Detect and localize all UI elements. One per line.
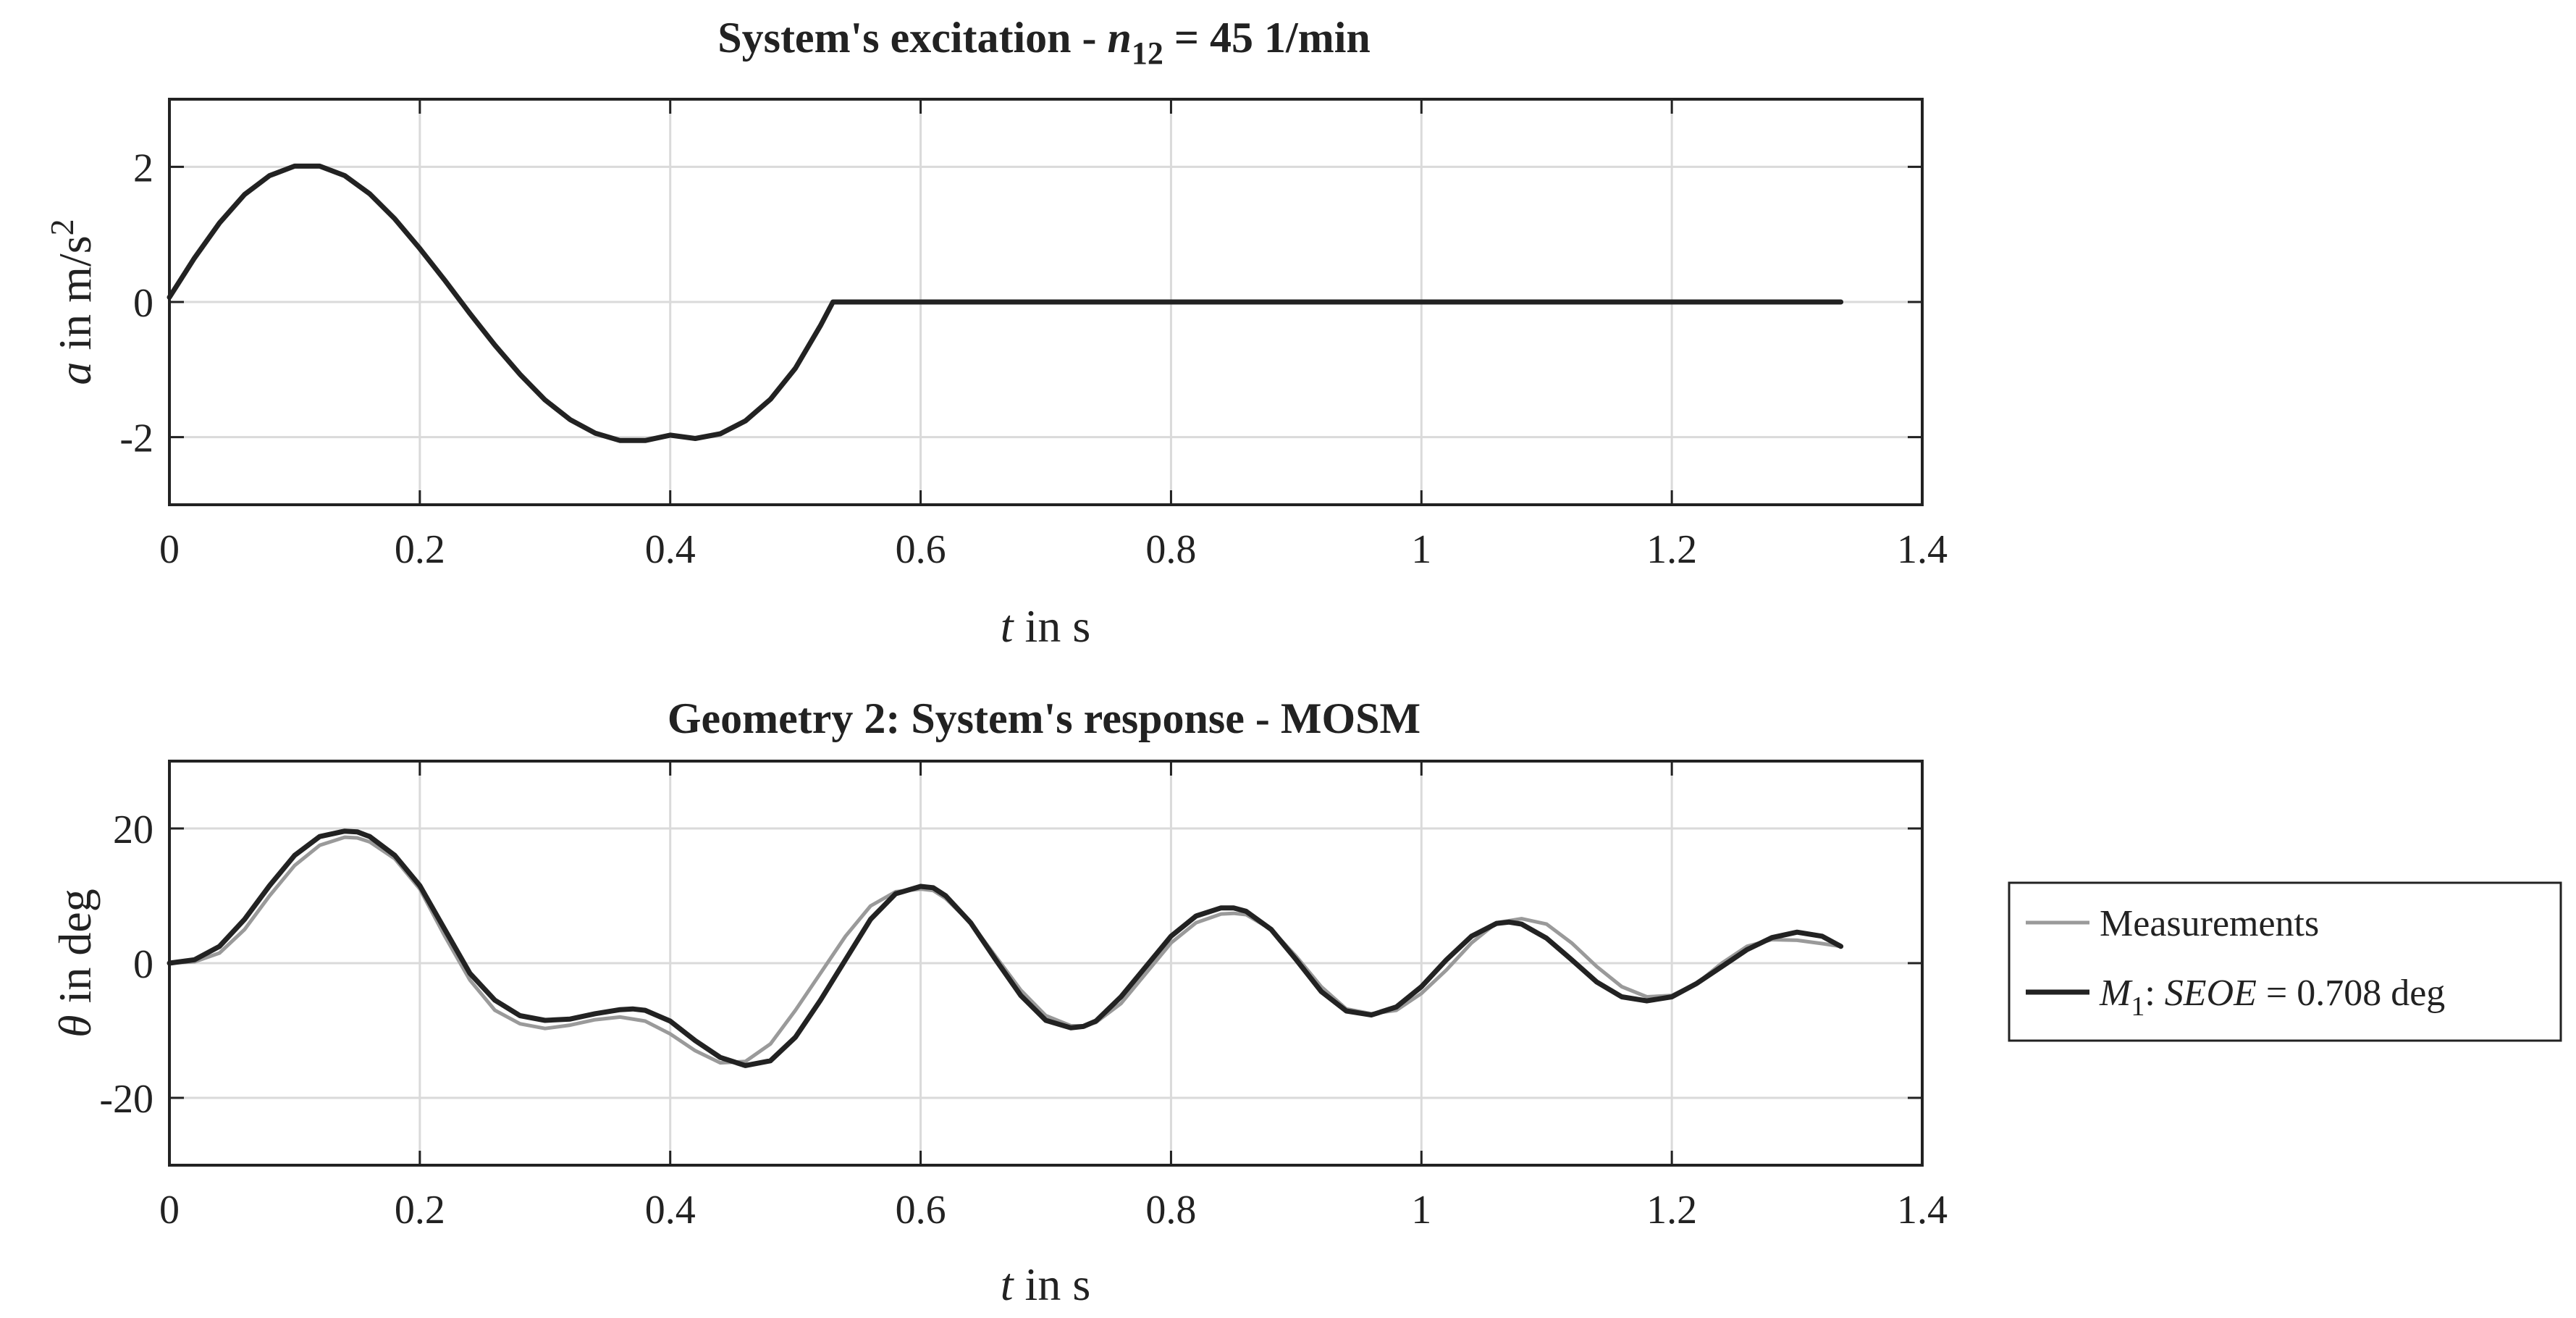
y-tick-label: 2 [133,146,153,190]
y-axis-label: θ in deg [49,889,101,1038]
y-axis-label: a in m/s2 [43,219,101,385]
y-tick-label: 0 [133,942,153,987]
x-tick-label: 0.2 [395,527,445,572]
x-tick-label: 0.8 [1145,1188,1196,1233]
x-tick-label: 1.4 [1897,527,1948,572]
series [167,828,1844,1068]
legend-label-model: M1: SEOE = 0.708 deg [2099,973,2445,1022]
chart-title: System's excitation - n12 = 45 1/min [717,14,1371,71]
y-tick-label: 20 [113,807,153,852]
ticks [168,761,1924,1165]
x-tick-label: 1.2 [1646,527,1697,572]
x-tick-label: 0.6 [896,527,946,572]
x-tick-label: 0.8 [1145,527,1196,572]
y-tick-label: -2 [119,416,153,461]
series-line-excitation [167,163,1844,443]
series [167,163,1844,443]
y-tick-label: 0 [133,281,153,326]
x-axis-label: t in s [1001,600,1090,652]
y-tick-label: -20 [99,1077,153,1122]
x-tick-label: 0 [159,1188,180,1233]
legend-label-measurements: Measurements [2100,903,2319,944]
x-tick-label: 0.4 [645,1188,696,1233]
ticks [168,99,1924,505]
x-tick-label: 0.4 [645,527,696,572]
x-tick-label: 0.2 [395,1188,445,1233]
excitation-chart: System's excitation - n12 = 45 1/min 0 0.… [43,14,1948,652]
legend: Measurements M1: SEOE = 0.708 deg [2008,881,2562,1042]
x-tick-label: 0.6 [896,1188,946,1233]
x-axis-label: t in s [1001,1259,1090,1310]
chart-title: Geometry 2: System's response - MOSM [668,694,1420,742]
x-tick-label: 1 [1411,527,1431,572]
x-tick-label: 1.4 [1897,1188,1948,1233]
tick-labels: 0 0.2 0.4 0.6 0.8 1 1.2 1.4 -20 0 20 [99,807,1948,1233]
series-line-model [167,828,1844,1068]
grid [169,761,1922,1165]
tick-labels: 0 0.2 0.4 0.6 0.8 1 1.2 1.4 -2 0 2 [119,146,1948,572]
x-tick-label: 0 [159,527,180,572]
response-chart: Geometry 2: System's response - MOSM 0 0.… [49,694,2562,1310]
legend-box [2008,881,2562,1042]
x-tick-label: 1.2 [1646,1188,1697,1233]
x-tick-label: 1 [1411,1188,1431,1233]
